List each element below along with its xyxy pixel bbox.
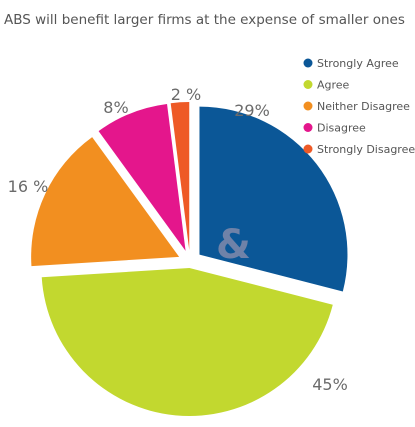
- value-label-neither-disagree: 16 %: [8, 177, 49, 196]
- chart-title: ABS will benefit larger firms at the exp…: [4, 12, 405, 28]
- value-labels: 29% 45% 16 % 8% 2 %: [8, 85, 348, 394]
- value-label-strongly-agree: 29%: [234, 101, 270, 120]
- legend-swatch-strongly-agree: [303, 58, 313, 68]
- pie-slices: [31, 102, 348, 416]
- value-label-agree: 45%: [312, 375, 348, 394]
- legend-swatch-strongly-disagree: [303, 144, 313, 154]
- pie-slice-strongly-disagree: [170, 102, 190, 251]
- pie-slice-disagree: [98, 104, 186, 251]
- pie-slice-neither-disagree: [31, 137, 180, 267]
- legend-label-neither-disagree: Neither Disagree: [317, 100, 410, 113]
- legend-label-strongly-agree: Strongly Agree: [317, 57, 399, 70]
- pie-slice-agree: [41, 267, 333, 416]
- value-label-strongly-disagree: 2 %: [171, 85, 201, 104]
- legend-swatch-neither-disagree: [303, 101, 313, 111]
- pie-slice-strongly-agree: [199, 106, 348, 292]
- legend-label-agree: Agree: [317, 79, 350, 92]
- legend-label-strongly-disagree: Strongly Disagree: [317, 143, 415, 156]
- legend: Strongly Agree Agree Neither Disagree Disag…: [303, 57, 415, 156]
- legend-label-disagree: Disagree: [317, 122, 366, 135]
- ampersand-watermark: &: [216, 222, 251, 268]
- value-label-disagree: 8%: [103, 98, 128, 117]
- legend-swatch-agree: [303, 80, 313, 89]
- legend-swatch-disagree: [303, 123, 313, 132]
